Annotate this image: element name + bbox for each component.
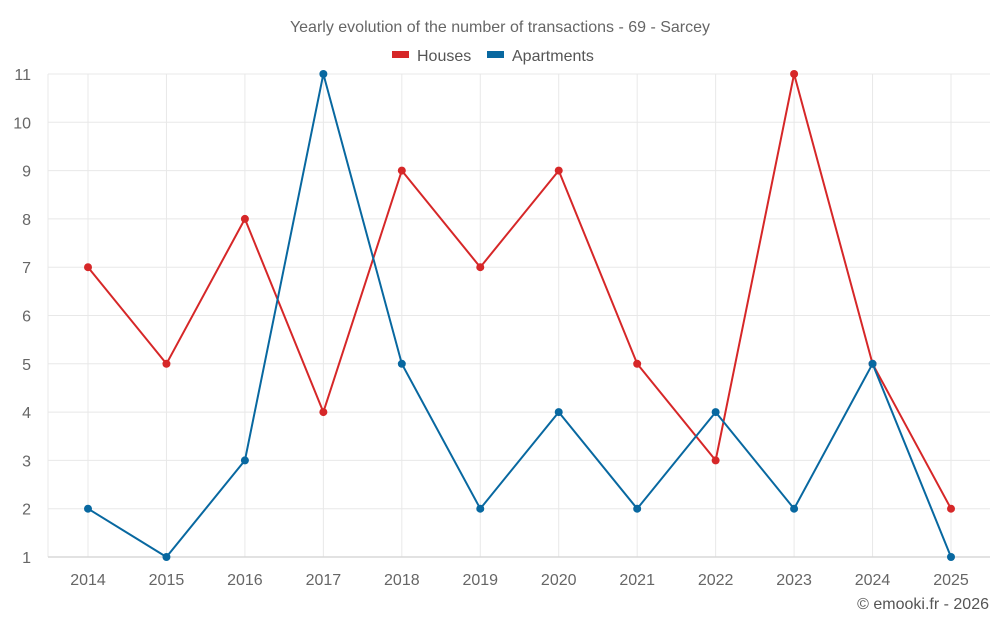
legend-swatch-houses (392, 51, 409, 58)
y-tick-label: 3 (22, 453, 31, 470)
data-point-apartments[interactable] (84, 504, 92, 513)
y-tick-label: 9 (22, 164, 31, 181)
y-tick-label: 6 (22, 309, 31, 326)
y-tick-label: 2 (22, 502, 31, 519)
data-point-houses[interactable] (790, 70, 799, 78)
data-point-houses[interactable] (711, 456, 720, 465)
legend-label-apartments: Apartments (512, 48, 594, 65)
data-point-apartments[interactable] (397, 359, 406, 368)
data-point-apartments[interactable] (554, 408, 563, 417)
y-tick-label: 4 (22, 405, 31, 422)
data-point-apartments[interactable] (947, 553, 955, 561)
y-gridlines (48, 73, 990, 510)
data-point-apartments[interactable] (868, 359, 877, 368)
y-tick-label: 8 (22, 212, 31, 229)
data-point-apartments[interactable] (240, 456, 249, 465)
data-point-houses[interactable] (554, 166, 563, 175)
data-point-houses[interactable] (397, 166, 406, 175)
data-point-apartments[interactable] (633, 504, 642, 513)
data-point-apartments[interactable] (711, 408, 720, 417)
y-tick-label: 7 (22, 260, 31, 277)
series-line-houses (87, 73, 952, 510)
x-tick-label: 2023 (776, 572, 812, 589)
x-gridlines (47, 74, 952, 557)
legend: Houses Apartments (392, 48, 594, 65)
series-apartments (84, 70, 955, 561)
x-tick-label: 2019 (462, 572, 498, 589)
data-point-apartments[interactable] (790, 504, 799, 513)
data-point-houses[interactable] (947, 504, 955, 513)
x-tick-label: 2022 (698, 572, 734, 589)
data-point-houses[interactable] (633, 359, 642, 368)
x-tick-label: 2024 (855, 572, 891, 589)
x-tick-label: 2017 (306, 572, 342, 589)
legend-item-apartments[interactable]: Apartments (487, 48, 594, 65)
legend-swatch-apartments (487, 51, 504, 58)
x-axis-ticks: 2014 2015 2016 2017 2018 2019 2020 2021 2022 2023… (70, 572, 969, 589)
chart-title: Yearly evolution of the number of transa… (290, 19, 710, 36)
data-point-apartments[interactable] (319, 70, 328, 78)
credit-text: © emooki.fr - 2026 (857, 596, 989, 613)
x-tick-label: 2020 (541, 572, 577, 589)
x-tick-label: 2016 (227, 572, 263, 589)
legend-label-houses: Houses (417, 48, 471, 65)
y-tick-label: 5 (22, 357, 31, 374)
series-layer (84, 70, 955, 561)
y-tick-label: 11 (14, 67, 31, 84)
data-point-houses[interactable] (240, 214, 249, 223)
series-houses (84, 70, 955, 513)
x-tick-label: 2018 (384, 572, 420, 589)
y-axis-ticks: 1 2 3 4 5 6 7 8 9 10 11 (13, 67, 31, 567)
x-tick-label: 2014 (70, 572, 106, 589)
data-point-apartments[interactable] (162, 553, 171, 561)
y-tick-label: 1 (22, 550, 31, 567)
y-tick-label: 10 (13, 115, 31, 132)
x-tick-label: 2015 (149, 572, 185, 589)
data-point-houses[interactable] (84, 263, 92, 272)
data-point-houses[interactable] (476, 263, 485, 272)
x-tick-label: 2021 (619, 572, 655, 589)
series-line-apartments (87, 73, 952, 558)
data-point-houses[interactable] (319, 408, 328, 417)
data-point-houses[interactable] (162, 359, 171, 368)
legend-item-houses[interactable]: Houses (392, 48, 471, 65)
data-point-apartments[interactable] (476, 504, 485, 513)
x-tick-label: 2025 (933, 572, 969, 589)
